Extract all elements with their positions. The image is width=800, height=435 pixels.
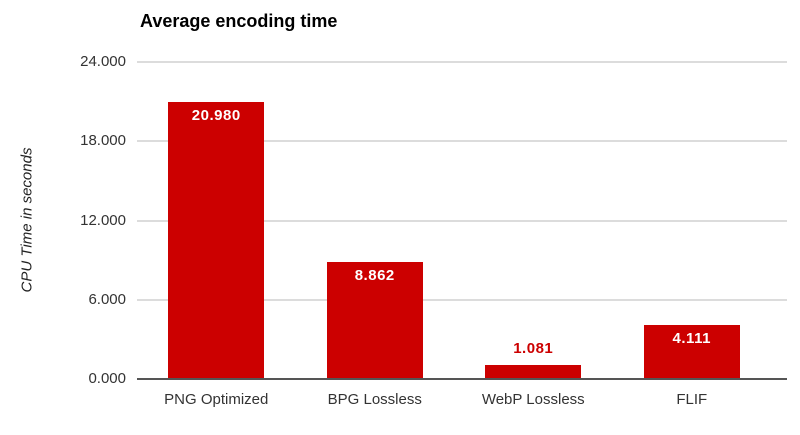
chart-title: Average encoding time [140, 11, 338, 31]
x-category-label: WebP Lossless [481, 391, 585, 408]
bar [643, 324, 740, 379]
x-axis-line [137, 378, 787, 380]
bar-value-label: 1.081 [513, 339, 554, 357]
bar-value-label: 8.862 [354, 266, 395, 284]
bar-value-label: 20.980 [191, 106, 241, 124]
gridline [137, 298, 787, 301]
plot-area: 20.980 8.862 1.081 4.111 [137, 61, 787, 380]
bar [168, 101, 265, 379]
x-category-label: BPG Lossless [327, 391, 422, 408]
x-category-label: PNG Optimized [164, 391, 269, 408]
y-tick-label: 0.000 [88, 370, 126, 387]
gridline [137, 219, 787, 222]
y-tick-label: 18.000 [80, 132, 126, 150]
y-tick-label: 6.000 [88, 290, 126, 308]
y-tick-label: 24.000 [80, 53, 126, 70]
y-tick-label: 12.000 [80, 211, 126, 229]
x-category-label: FLIF [676, 391, 708, 408]
gridline [137, 140, 787, 143]
bar-value-label: 4.111 [672, 329, 711, 347]
gridline [137, 61, 787, 63]
bar [326, 261, 423, 379]
bar [485, 364, 582, 379]
